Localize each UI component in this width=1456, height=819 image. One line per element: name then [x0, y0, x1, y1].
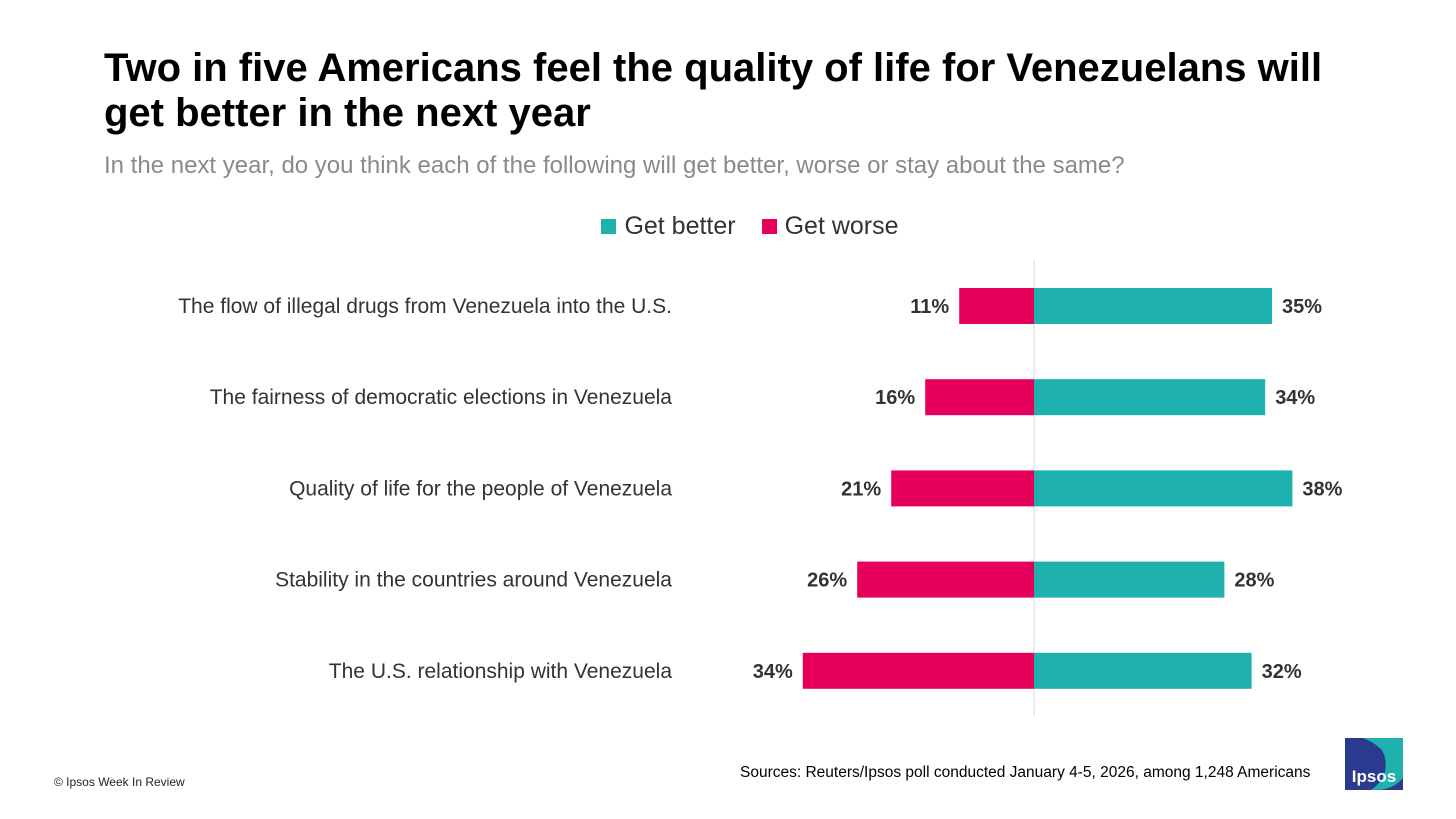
category-label: The fairness of democratic elections in … [210, 386, 673, 409]
value-label-get-better: 35% [1282, 296, 1322, 318]
bar-get-worse [891, 470, 1034, 507]
bar-get-better [1034, 561, 1225, 598]
chart-subtitle: In the next year, do you think each of t… [104, 152, 1125, 179]
legend-swatch-better [601, 219, 617, 234]
bar-get-worse [802, 652, 1034, 689]
value-label-get-worse: 26% [807, 570, 847, 592]
legend-item-worse: Get worse [761, 212, 899, 241]
bar-get-worse [959, 288, 1034, 324]
category-label: The flow of illegal drugs from Venezuela… [178, 295, 672, 318]
value-label-get-worse: 16% [875, 387, 915, 409]
ipsos-logo: Ipsos [1345, 738, 1403, 790]
value-label-get-worse: 21% [841, 478, 881, 500]
logo-text: Ipsos [1352, 767, 1396, 786]
chart-legend: Get better Get worse [0, 212, 1456, 241]
bar-get-better [1034, 652, 1252, 689]
legend-item-better: Get better [601, 212, 736, 241]
copyright-note: © Ipsos Week In Review [54, 775, 185, 789]
category-label: Quality of life for the people of Venezu… [289, 477, 672, 500]
legend-label-worse: Get worse [784, 212, 899, 240]
category-label: The U.S. relationship with Venezuela [329, 660, 673, 683]
value-label-get-better: 34% [1275, 387, 1315, 409]
value-label-get-worse: 11% [910, 296, 949, 318]
bar-get-better [1034, 470, 1293, 507]
value-label-get-better: 32% [1262, 661, 1302, 683]
value-label-get-better: 28% [1234, 570, 1274, 592]
bar-get-better [1034, 379, 1266, 416]
value-label-get-better: 38% [1302, 478, 1342, 500]
bar-get-worse [925, 379, 1034, 416]
bar-get-better [1034, 288, 1272, 324]
category-label: Stability in the countries around Venezu… [275, 569, 672, 592]
value-label-get-worse: 34% [753, 661, 793, 683]
sources-note: Sources: Reuters/Ipsos poll conducted Ja… [740, 764, 1311, 781]
chart-title: Two in five Americans feel the quality o… [104, 46, 1323, 135]
legend-label-better: Get better [624, 212, 736, 240]
bar-get-worse [857, 561, 1034, 598]
legend-swatch-worse [761, 219, 777, 234]
